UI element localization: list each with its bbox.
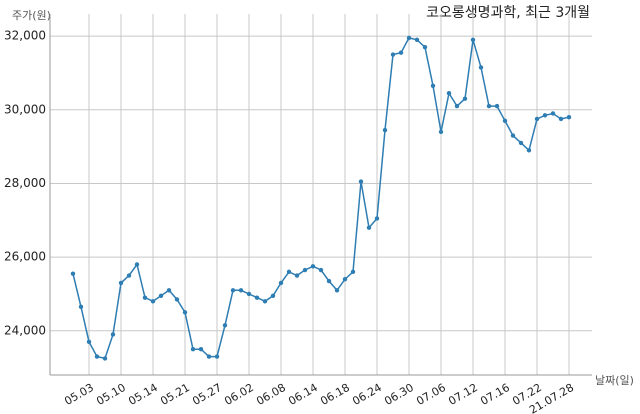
x-tick-label: 07.06 (414, 381, 448, 408)
price-point (254, 295, 260, 300)
price-point (102, 356, 108, 361)
price-point (366, 225, 372, 230)
price-point (150, 299, 156, 304)
price-point (158, 293, 164, 299)
price-point (198, 347, 204, 352)
price-point (318, 267, 324, 273)
x-tick-label: 06.24 (350, 381, 384, 408)
price-line (72, 37, 570, 360)
price-point (238, 288, 244, 293)
price-point (534, 116, 540, 122)
price-point (86, 339, 92, 345)
y-tick-label: 30,000 (4, 102, 46, 116)
price-point (286, 269, 292, 275)
x-tick-label: 05.03 (62, 381, 96, 408)
x-tick-label: 05.10 (94, 381, 128, 408)
price-point (182, 310, 188, 315)
price-point (494, 103, 500, 109)
x-tick-label: 06.30 (382, 381, 416, 408)
price-point (70, 271, 76, 276)
price-point (334, 288, 340, 293)
price-point (302, 267, 308, 273)
x-tick-label: 05.14 (126, 381, 160, 408)
y-axis-label: 주가(원) (12, 9, 51, 22)
price-point (78, 304, 84, 310)
price-point (174, 297, 180, 302)
price-point (222, 323, 228, 328)
price-point (510, 133, 516, 138)
price-point (566, 114, 572, 120)
x-tick-label: 06.14 (286, 381, 320, 408)
price-point (390, 52, 396, 57)
price-point (278, 280, 284, 286)
price-point (134, 262, 140, 267)
price-point (342, 277, 348, 282)
price-point (374, 216, 380, 221)
price-point (214, 354, 220, 359)
price-point (526, 148, 532, 153)
y-tick-label: 26,000 (4, 250, 46, 264)
price-point (414, 37, 420, 42)
price-point (294, 273, 300, 278)
price-point (206, 354, 212, 359)
price-point (542, 113, 548, 118)
price-point (326, 278, 332, 284)
price-point (126, 273, 132, 278)
price-point (398, 50, 404, 55)
price-point (142, 295, 148, 300)
price-point (358, 179, 364, 184)
price-point (262, 299, 268, 304)
price-point (486, 103, 492, 109)
x-tick-label: 07.12 (446, 381, 480, 408)
y-tick-label: 32,000 (4, 29, 46, 43)
x-tick-label: 06.02 (222, 381, 256, 408)
y-tick-label: 28,000 (4, 176, 46, 190)
price-point (502, 118, 508, 124)
price-point (438, 129, 444, 135)
price-point (558, 116, 564, 122)
x-tick-label: 06.08 (254, 381, 288, 408)
price-point (230, 288, 236, 293)
price-point (190, 347, 196, 352)
price-point (454, 103, 460, 109)
price-point (470, 37, 476, 42)
x-axis-label: 날짜(일) (595, 373, 634, 387)
price-point (118, 280, 124, 286)
price-point (350, 269, 356, 275)
price-point (462, 96, 468, 101)
price-point (446, 90, 452, 96)
x-tick-label: 06.18 (318, 381, 352, 408)
x-tick-label: 05.21 (158, 381, 192, 408)
price-point (430, 83, 436, 89)
chart-title: 코오롱생명과학, 최근 3개월 (426, 5, 590, 21)
price-point (550, 111, 556, 116)
price-point (246, 291, 252, 297)
price-point (110, 332, 116, 337)
price-point (310, 264, 316, 269)
x-tick-label: 07.16 (478, 381, 512, 408)
price-point (382, 127, 388, 133)
price-point (518, 140, 524, 146)
y-tick-label: 24,000 (4, 323, 46, 337)
price-point (94, 354, 100, 359)
price-point (270, 293, 276, 299)
price-point (478, 65, 484, 70)
price-point (406, 35, 412, 41)
x-tick-label: 05.27 (190, 381, 224, 408)
price-point (422, 44, 428, 50)
price-point (166, 288, 172, 293)
